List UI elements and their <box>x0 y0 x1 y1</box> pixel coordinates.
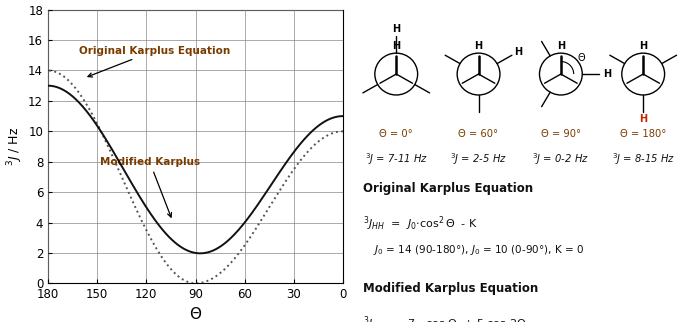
Text: H: H <box>557 41 565 51</box>
Text: Modified Karplus Equation: Modified Karplus Equation <box>364 282 539 295</box>
Y-axis label: $^3J$ / Hz: $^3J$ / Hz <box>5 127 25 166</box>
Text: H: H <box>603 69 611 79</box>
Text: $^3J_{HH}$  =  $J_0{\cdot}\cos^2\Theta$  - K: $^3J_{HH}$ = $J_0{\cdot}\cos^2\Theta$ - … <box>364 214 478 233</box>
Text: $^3J_{HH}$  =  7 - cos $\Theta$  + 5${\cdot}$cos 2$\Theta$: $^3J_{HH}$ = 7 - cos $\Theta$ + 5${\cdot… <box>364 314 527 322</box>
Text: Θ = 180°: Θ = 180° <box>620 128 666 139</box>
Text: Θ: Θ <box>577 52 585 62</box>
Text: H: H <box>514 47 523 57</box>
Text: Θ = 60°: Θ = 60° <box>458 128 499 139</box>
Text: $^3J$ = 2-5 Hz: $^3J$ = 2-5 Hz <box>450 151 507 167</box>
Text: H: H <box>639 114 648 124</box>
Text: $J_0$ = 14 (90-180°), $J_0$ = 10 (0-90°), K = 0: $J_0$ = 14 (90-180°), $J_0$ = 10 (0-90°)… <box>373 243 584 257</box>
Text: Original Karplus Equation: Original Karplus Equation <box>79 46 230 77</box>
Text: H: H <box>639 41 648 51</box>
Text: $^3J$ = 7-11 Hz: $^3J$ = 7-11 Hz <box>364 151 428 167</box>
Text: H: H <box>475 41 483 51</box>
X-axis label: Θ: Θ <box>189 307 202 322</box>
Text: Modified Karplus: Modified Karplus <box>99 157 200 217</box>
Text: Θ = 0°: Θ = 0° <box>379 128 413 139</box>
Text: H: H <box>392 41 401 51</box>
Text: $^3J$ = 0-2 Hz: $^3J$ = 0-2 Hz <box>532 151 589 167</box>
Text: Original Karplus Equation: Original Karplus Equation <box>364 182 534 195</box>
Text: $^3J$ = 8-15 Hz: $^3J$ = 8-15 Hz <box>611 151 675 167</box>
Text: H: H <box>392 24 401 34</box>
Text: Θ = 90°: Θ = 90° <box>541 128 581 139</box>
